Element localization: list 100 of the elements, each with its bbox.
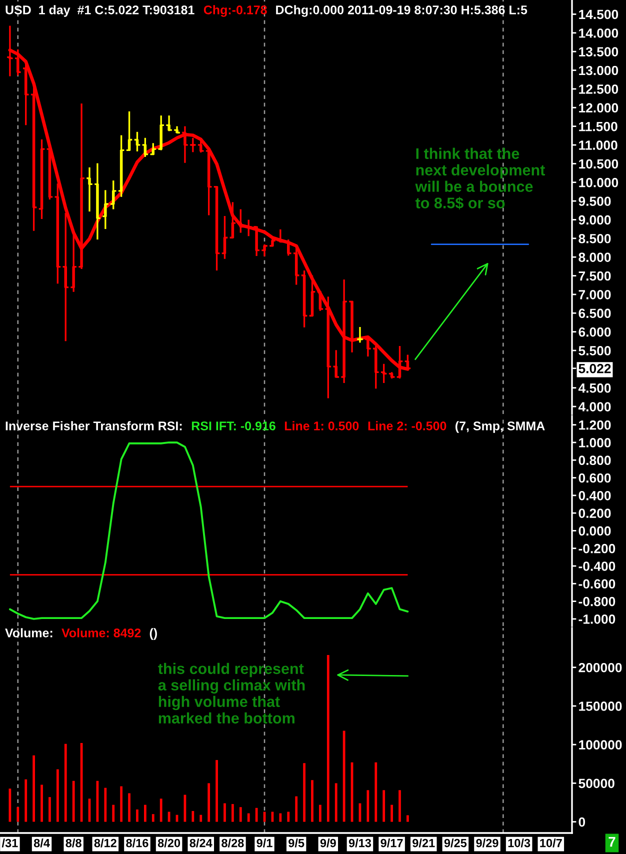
y-tick-label: 8.000 (578, 252, 611, 262)
text: Volume: 8492 (62, 628, 141, 638)
candlestick (94, 162, 102, 240)
y-tick-label: 50000 (578, 778, 614, 788)
y-tick-label: -0.800 (578, 596, 616, 606)
candlestick (118, 134, 126, 198)
candlestick (38, 138, 46, 220)
bar (104, 788, 107, 822)
annotation: (7, Smp, SMMA (456, 421, 545, 433)
y-tick-label: 13.500 (579, 47, 618, 56)
y-tick-label: -0.600 (578, 579, 616, 589)
x-tick-label: 8/20 (158, 838, 180, 848)
bar (231, 804, 234, 822)
bar (247, 813, 250, 822)
chart-title: USD 1 day #1 C:5.022 T:903181 (6, 5, 194, 17)
bar (287, 812, 290, 822)
line-series (8, 441, 409, 620)
candlestick (364, 336, 372, 358)
chart-subtitle: Chg:-0.178 (204, 5, 267, 17)
candlestick (86, 166, 94, 212)
y-tick-label: 9.000 (578, 215, 611, 225)
candlestick (189, 137, 197, 153)
x-tick-label: 9/9 (320, 838, 336, 848)
y-tick-label: 0.200 (578, 508, 611, 518)
bar (334, 783, 338, 822)
x-tick-label: 10/7 (540, 838, 562, 848)
candlestick (110, 180, 118, 210)
y-tick-label: 9.500 (578, 196, 611, 206)
bar (72, 780, 75, 822)
bar (326, 655, 330, 822)
x-tick-label: 9/5 (288, 838, 304, 848)
bar (224, 803, 226, 822)
bar (398, 790, 401, 822)
candlestick (78, 102, 86, 270)
bar (216, 760, 218, 822)
candlestick (284, 238, 292, 256)
y-tick-label: 7.000 (578, 290, 611, 300)
bar (128, 793, 130, 822)
candlestick (228, 201, 236, 238)
y-tick-label: 0.000 (578, 526, 611, 536)
bar (295, 796, 298, 822)
bar (16, 807, 20, 822)
bar (279, 813, 282, 822)
annotation: DChg:0.000 2011-09-19 8:07:30 H:5.386 L:5 (276, 5, 528, 17)
bar (48, 797, 51, 822)
x-tick-label: 9/13 (348, 838, 372, 848)
candlestick (102, 189, 110, 230)
bar (200, 814, 202, 822)
y-tick-label: 14.500 (579, 10, 618, 20)
bar (342, 730, 346, 822)
y-tick-label: 13.000 (579, 66, 618, 76)
x-tick-label: 8/16 (126, 838, 148, 848)
y-tick-label: 4.500 (578, 383, 611, 393)
x-tick-label: 9/17 (380, 838, 403, 848)
annotation: () (150, 628, 157, 640)
y-tick-label: 0.800 (578, 456, 611, 466)
bar (382, 790, 386, 822)
y-tick-label: 0.600 (578, 473, 611, 483)
y-tick-label: 12.500 (579, 84, 618, 94)
bar (144, 804, 146, 822)
y-tick-label: 8.500 (578, 234, 611, 244)
y-tick-label: 200000 (578, 662, 622, 672)
x-tick-label: /31 (2, 838, 18, 848)
bar (24, 779, 28, 822)
candlestick (149, 142, 157, 156)
y-tick-label: -1.000 (578, 614, 616, 624)
bar (374, 762, 378, 822)
y-tick-label: 5.022 (578, 364, 611, 374)
x-tick-label: 9/1 (256, 838, 272, 848)
bar (390, 804, 393, 822)
y-tick-label: 11.000 (579, 140, 618, 150)
y-tick-label: 1.200 (579, 420, 611, 430)
bar (239, 807, 242, 822)
x-tick-label: 8/12 (94, 838, 116, 848)
x-tick-label: 8/28 (222, 838, 244, 848)
series-label: RSI IFT: -0.916 (192, 422, 276, 430)
y-tick-label: 1.000 (579, 438, 611, 448)
y-tick-label: 12.000 (579, 103, 618, 113)
candlestick (260, 244, 268, 258)
x-tick-label: 9/29 (476, 838, 498, 848)
y-tick-label: 150000 (579, 702, 622, 711)
y-tick-label: 6.000 (578, 327, 611, 337)
bar (192, 810, 194, 822)
x-tick-label: 8/4 (34, 838, 50, 848)
bar (64, 744, 67, 822)
y-tick-label: 5.500 (578, 346, 611, 356)
ref-line-label: Line 1: 0.500 (284, 421, 359, 430)
bar (152, 814, 154, 822)
y-tick-label: 14.000 (579, 28, 618, 38)
y-tick-label: -0.200 (578, 544, 616, 554)
y-tick-label: 4.000 (578, 402, 611, 412)
bar (136, 809, 138, 822)
candlestick (157, 114, 165, 152)
y-tick-label: 7.500 (578, 271, 611, 281)
y-tick-label: 10.000 (579, 178, 618, 188)
annotation: this could represent a selling climax with high volume that marked the bottom (158, 662, 305, 724)
candlestick (62, 212, 70, 342)
x-tick-label: 9/21 (412, 838, 435, 848)
x-tick-label: 8/24 (190, 838, 212, 848)
bar (303, 763, 306, 822)
